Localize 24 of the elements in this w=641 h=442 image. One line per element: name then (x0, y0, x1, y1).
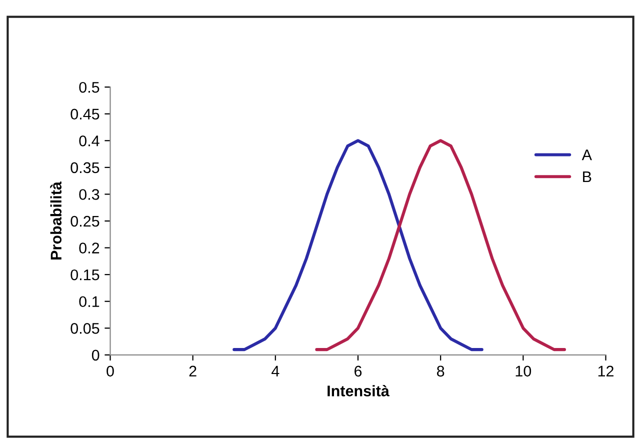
y-tick-label: 0.35 (70, 162, 100, 174)
x-tick-label: 10 (516, 366, 532, 377)
x-tick-label: 2 (189, 366, 196, 376)
x-axis-title: Intensità (328, 385, 390, 396)
x-tick-label: 12 (598, 366, 614, 376)
y-tick-label: 0.3 (79, 189, 100, 200)
y-tick-label: 0.1 (79, 296, 100, 308)
y-tick-label: 0.5 (79, 82, 100, 93)
y-tick-label: 0 (92, 350, 100, 361)
x-tick-label: 6 (354, 366, 362, 377)
line-series (232, 139, 484, 352)
y-tick-label: 0.15 (70, 269, 100, 280)
line-series (315, 139, 566, 352)
y-tick-label: 0.25 (70, 216, 100, 227)
y-tick-label: 0.05 (70, 323, 100, 334)
legend-label: B (583, 171, 592, 182)
x-tick-label: 8 (436, 366, 444, 377)
x-tick-label: 4 (272, 366, 280, 376)
y-tick-label: 0.45 (70, 108, 100, 120)
legend-label: A (582, 150, 592, 160)
y-axis-title: Probabilità (50, 181, 62, 260)
y-tick-label: 0.4 (79, 136, 100, 146)
x-tick-label: 0 (106, 366, 114, 377)
y-tick-label: 0.2 (79, 242, 100, 254)
